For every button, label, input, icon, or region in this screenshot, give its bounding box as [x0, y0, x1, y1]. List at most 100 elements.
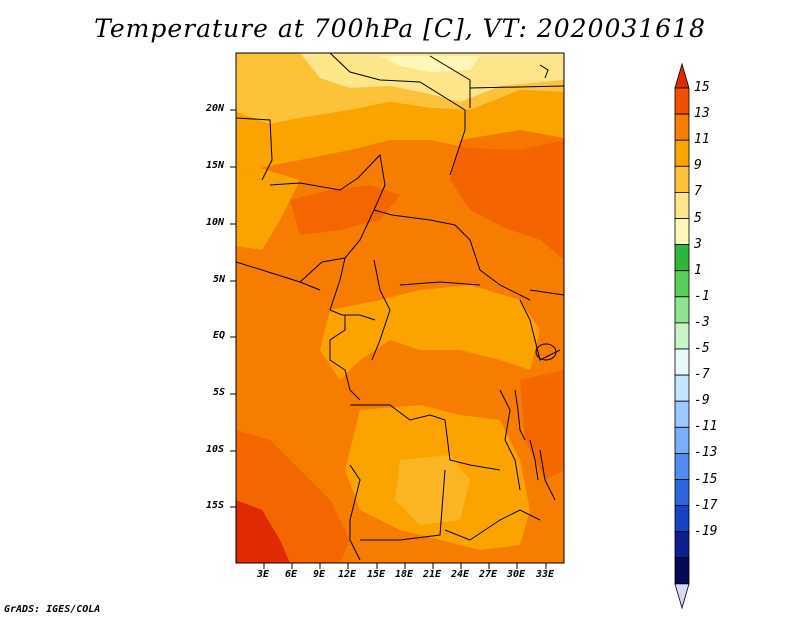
border-6	[235, 261, 321, 291]
colorbar-label: -3	[694, 314, 710, 330]
country-borders	[235, 52, 565, 561]
border-13	[349, 464, 361, 561]
border-18	[529, 289, 565, 296]
colorbar-box	[674, 191, 690, 219]
colorbar-box	[674, 244, 690, 272]
colorbar-label: 9	[694, 158, 702, 174]
border-4	[469, 85, 565, 89]
colorbar-box	[674, 165, 690, 193]
field-central-hot	[290, 185, 400, 235]
border-2	[329, 52, 466, 176]
plot-frame	[235, 52, 565, 564]
colorbar-label: 7	[694, 184, 702, 200]
lon-label: 9E	[313, 569, 326, 580]
colorbar-box	[674, 426, 690, 454]
field-east-hot	[450, 130, 564, 260]
lat-label: 10S	[206, 444, 225, 455]
lon-ticks	[263, 563, 547, 569]
colorbar-label: -19	[694, 523, 718, 539]
colorbar-box	[674, 270, 690, 298]
colorbar-label: -15	[694, 471, 718, 487]
lon-label: 24E	[451, 569, 470, 580]
colorbar-box	[674, 348, 690, 376]
field-sw-warm	[236, 430, 350, 563]
colorbar-label: 5	[694, 210, 702, 226]
colorbar-label: 3	[694, 236, 702, 252]
border-1	[235, 117, 273, 181]
colorbar-label: -13	[694, 445, 718, 461]
field-congo-light	[320, 285, 540, 380]
lon-label: 6E	[285, 569, 298, 580]
colorbar-label: -5	[694, 341, 710, 356]
chart-title: Temperature at 700hPa [C], VT: 202003161…	[94, 14, 706, 43]
lon-label: 21E	[423, 569, 442, 580]
lakes	[514, 343, 557, 481]
border-14	[360, 469, 446, 541]
colorbar-label: -11	[694, 419, 718, 435]
colorbar-label: 15	[694, 80, 710, 95]
lake-victoria	[535, 343, 557, 361]
colorbar-box	[674, 557, 690, 585]
colorbar-box	[674, 322, 690, 350]
lon-label: 33E	[536, 569, 555, 580]
colorbar-box	[674, 531, 690, 559]
lon-label: 15E	[367, 569, 386, 580]
field-north-palest	[380, 56, 480, 72]
border-11	[329, 315, 361, 401]
lat-label: 15N	[206, 160, 225, 171]
border-15	[444, 509, 541, 541]
lat-label: 5S	[213, 387, 226, 398]
credit-text: GrADS: IGES/COLA	[4, 604, 101, 615]
lat-label: 20N	[206, 103, 225, 114]
lon-label: 30E	[507, 569, 526, 580]
border-7	[373, 209, 531, 301]
lon-label: 12E	[338, 569, 357, 580]
lake-tanganyika	[514, 389, 526, 441]
lon-label: 27E	[479, 569, 498, 580]
border-9	[399, 281, 481, 286]
colorbar	[674, 62, 690, 610]
colorbar-bottom-arrow	[674, 583, 690, 610]
colorbar-box	[674, 452, 690, 480]
lon-label: 18E	[395, 569, 414, 580]
border-12	[350, 404, 501, 471]
colorbar-box	[674, 400, 690, 428]
lat-label: 15S	[206, 500, 225, 511]
colorbar-label: 11	[694, 132, 710, 148]
colorbar-box	[674, 296, 690, 324]
border-8	[371, 259, 391, 361]
field-sw-hot	[236, 500, 290, 563]
colorbar-box	[674, 113, 690, 141]
lat-label: 10N	[206, 217, 225, 228]
border-20	[539, 64, 549, 79]
colorbar-box	[674, 218, 690, 246]
field-north-light	[300, 53, 564, 102]
lat-ticks	[230, 109, 236, 508]
border-10	[329, 257, 376, 321]
border-3	[429, 55, 471, 108]
colorbar-box	[674, 87, 690, 115]
colorbar-label: -7	[694, 367, 710, 383]
colorbar-label: -9	[694, 393, 710, 409]
colorbar-label: -1	[694, 288, 710, 304]
lat-label: 5N	[213, 274, 226, 285]
colorbar-box	[674, 505, 690, 533]
colorbar-label: 13	[694, 106, 710, 122]
colorbar-box	[674, 139, 690, 167]
border-5	[269, 153, 386, 283]
colorbar-label: 1	[694, 262, 702, 278]
lon-label: 3E	[257, 569, 270, 580]
field-sahel-band	[236, 90, 564, 172]
lat-label: EQ	[213, 330, 226, 341]
border-17	[519, 299, 561, 361]
field-south-lighter	[395, 455, 470, 525]
map-field	[236, 53, 564, 563]
field-east-south	[520, 370, 564, 480]
colorbar-box	[674, 374, 690, 402]
lake-malawi	[529, 439, 539, 481]
colorbar-top-arrow	[674, 62, 690, 89]
colorbar-label: -17	[694, 497, 718, 513]
field-west-patch	[236, 168, 300, 250]
border-16	[499, 389, 521, 491]
